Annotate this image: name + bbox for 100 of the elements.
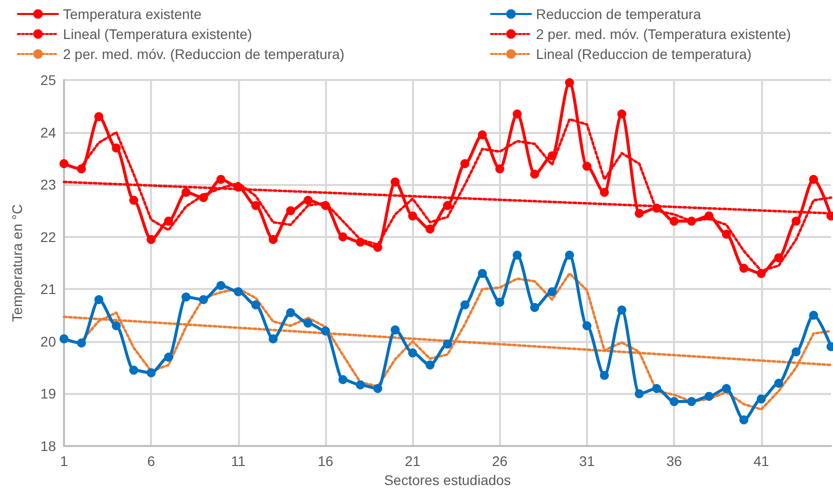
point xyxy=(426,360,435,370)
point xyxy=(652,384,662,393)
point xyxy=(286,206,296,216)
point xyxy=(460,300,470,310)
point xyxy=(792,216,801,226)
point xyxy=(320,326,330,336)
y-tick-label: 22 xyxy=(40,228,56,245)
point xyxy=(565,250,574,260)
point xyxy=(478,268,487,278)
x-tick-label: 16 xyxy=(318,453,334,469)
point xyxy=(739,264,748,273)
point xyxy=(687,397,696,406)
point xyxy=(304,196,313,205)
point xyxy=(617,109,626,118)
point xyxy=(76,338,86,348)
point xyxy=(687,216,696,226)
point xyxy=(634,389,644,398)
point xyxy=(426,224,435,234)
point xyxy=(164,216,174,226)
point xyxy=(112,321,121,330)
point xyxy=(356,238,365,247)
point xyxy=(268,234,278,244)
point xyxy=(704,211,714,220)
point xyxy=(512,250,522,260)
point xyxy=(722,384,731,393)
point xyxy=(600,370,609,380)
point xyxy=(460,159,470,168)
legend-label: Lineal (Reduccion de temperatura) xyxy=(536,46,752,62)
point xyxy=(60,159,68,168)
point xyxy=(286,308,296,318)
point xyxy=(356,380,365,390)
point xyxy=(565,78,574,88)
point xyxy=(495,164,504,174)
y-tick-label: 21 xyxy=(40,281,56,298)
point xyxy=(304,318,313,328)
point xyxy=(182,292,191,302)
point xyxy=(94,295,104,304)
legend-label: 2 per. med. móv. (Reduccion de temperatura) xyxy=(63,46,344,62)
point xyxy=(495,298,504,307)
point xyxy=(76,164,86,174)
point xyxy=(198,193,208,202)
point xyxy=(443,340,452,349)
point xyxy=(251,300,260,310)
legend-label: Reduccion de temperatura xyxy=(536,6,702,22)
point xyxy=(600,188,609,197)
y-axis-title: Temperatura en °C xyxy=(9,204,25,322)
point xyxy=(216,174,226,184)
point xyxy=(198,295,208,304)
point xyxy=(60,334,68,344)
y-tick-label: 19 xyxy=(40,386,56,402)
point xyxy=(182,188,191,197)
legend-label: Temperatura existente xyxy=(63,6,202,22)
y-tick-label: 24 xyxy=(40,124,56,140)
point xyxy=(373,242,382,252)
point xyxy=(548,287,557,296)
point xyxy=(268,334,278,344)
point xyxy=(443,200,452,210)
point xyxy=(478,130,487,140)
point xyxy=(582,162,592,171)
y-tick-label: 25 xyxy=(40,72,56,88)
x-tick-label: 41 xyxy=(753,453,770,469)
x-tick-label: 21 xyxy=(404,453,421,469)
point xyxy=(112,143,121,152)
y-tick-label: 18 xyxy=(40,438,56,454)
point xyxy=(756,268,766,278)
x-axis-title: Sectores estudiados xyxy=(384,472,511,488)
x-tick-label: 31 xyxy=(579,453,595,469)
point xyxy=(530,302,540,312)
point xyxy=(338,375,348,384)
point xyxy=(670,216,679,226)
point xyxy=(722,230,731,239)
point xyxy=(216,280,226,290)
point xyxy=(94,112,104,122)
y-tick-label: 23 xyxy=(40,176,56,193)
point xyxy=(146,234,156,244)
x-tick-label: 26 xyxy=(492,453,508,469)
point xyxy=(373,384,382,393)
x-tick-label: 36 xyxy=(666,453,682,469)
point xyxy=(251,200,260,210)
point xyxy=(512,109,522,118)
point xyxy=(809,174,818,184)
point xyxy=(548,151,557,160)
point xyxy=(390,177,400,186)
point xyxy=(320,200,330,210)
y-tick-label: 20 xyxy=(40,333,56,350)
point xyxy=(756,394,766,404)
x-tick-label: 1 xyxy=(60,453,68,469)
legend-label: 2 per. med. móv. (Temperatura existente) xyxy=(536,26,791,42)
x-tick-label: 11 xyxy=(231,453,246,469)
point xyxy=(704,392,714,401)
point xyxy=(774,378,784,388)
point xyxy=(338,232,348,242)
point xyxy=(408,211,418,220)
point xyxy=(234,287,243,296)
point xyxy=(792,347,801,356)
x-tick-label: 6 xyxy=(147,453,156,469)
point xyxy=(129,366,138,375)
point xyxy=(739,415,748,424)
point xyxy=(530,170,540,179)
legend-label: Lineal (Temperatura existente) xyxy=(63,26,252,42)
